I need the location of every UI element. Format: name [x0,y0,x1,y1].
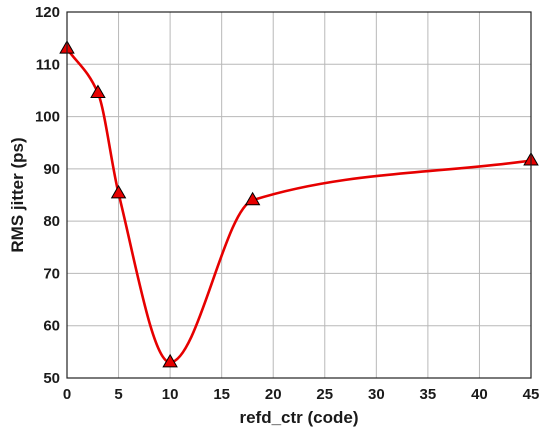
x-tick-label: 45 [523,386,540,403]
y-tick-label: 100 [35,109,60,126]
x-tick-label: 40 [471,386,488,403]
y-tick-label: 70 [43,265,60,282]
y-tick-label: 110 [36,56,60,73]
triangle-marker [162,353,178,368]
y-tick-label: 90 [43,161,60,178]
series-layer [65,47,533,364]
x-tick-labels: 0 5 10 15 20 25 30 35 40 45 [63,386,540,403]
y-tick-label: 80 [43,213,60,230]
x-tick-label: 30 [368,386,385,403]
y-tick-label: 50 [43,370,60,387]
x-tick-label: 15 [213,386,230,403]
y-tick-label: 120 [35,4,60,21]
x-tick-label: 0 [63,386,71,403]
x-tick-label: 25 [316,386,333,403]
plot-frame [66,11,532,379]
x-tick-label: 5 [114,386,122,403]
series-line [65,47,533,364]
x-tick-label: 20 [265,386,282,403]
triangle-marker [110,184,127,199]
x-tick-label: 10 [162,386,179,403]
y-axis-title: RMS jitter (ps) [8,137,27,252]
grid [66,11,532,379]
x-tick-label: 35 [420,386,437,403]
triangle-marker [244,191,261,206]
y-tick-labels: 50 60 70 80 90 100 110 120 [35,4,60,387]
marker-layer [59,40,539,368]
triangle-marker [90,84,106,99]
y-tick-label: 60 [43,318,60,335]
x-axis-title: refd_ctr (code) [239,408,358,427]
